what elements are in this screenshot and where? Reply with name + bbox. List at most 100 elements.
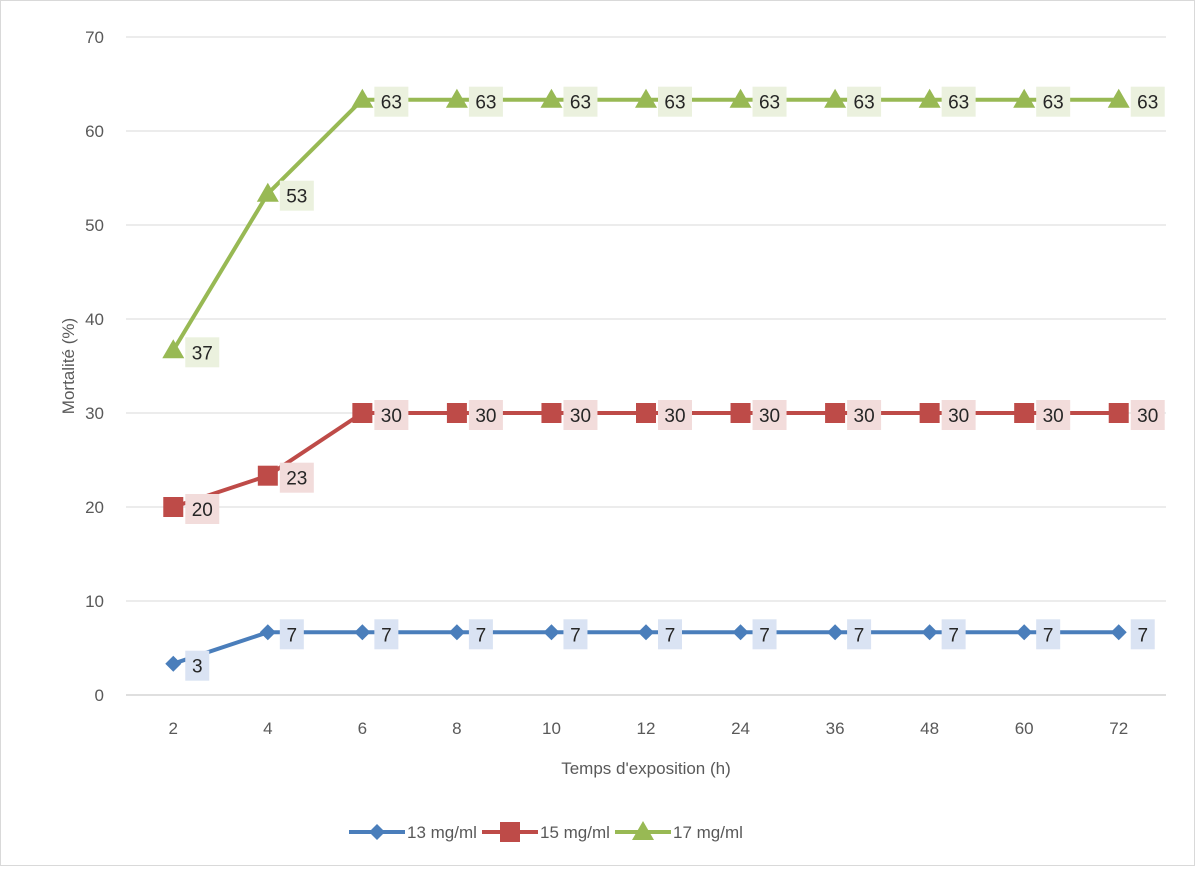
data-label-text: 63 — [948, 93, 969, 114]
data-label-text: 7 — [476, 625, 487, 646]
data-label-bg — [374, 86, 409, 117]
data-label: 63 — [1130, 86, 1165, 117]
data-label-bg — [279, 619, 304, 650]
x-tick-label: 24 — [731, 719, 750, 738]
data-label: 3 — [185, 650, 210, 681]
data-point — [354, 624, 371, 641]
data-point — [918, 88, 941, 108]
x-tick-label: 60 — [1015, 719, 1034, 738]
data-label-text: 63 — [854, 93, 875, 114]
data-label: 30 — [658, 400, 692, 430]
data-label-text: 37 — [192, 343, 213, 364]
data-point — [638, 624, 654, 641]
data-label-text: 53 — [286, 187, 307, 208]
data-point — [446, 403, 467, 423]
data-label-text: 7 — [1137, 625, 1148, 646]
data-label: 7 — [752, 619, 777, 650]
data-label-bg — [658, 86, 692, 117]
data-label-text: 30 — [759, 406, 780, 427]
data-point — [919, 403, 940, 423]
data-point — [162, 339, 185, 359]
data-label-text: 23 — [286, 469, 307, 490]
data-label-text: 63 — [381, 93, 402, 114]
data-label-text: 7 — [854, 625, 865, 646]
data-point — [445, 88, 468, 108]
data-label: 30 — [374, 400, 409, 430]
data-label: 7 — [847, 619, 872, 650]
data-label: 63 — [941, 86, 976, 117]
y-tick-label: 0 — [95, 686, 104, 705]
data-label-bg — [374, 619, 399, 650]
data-point — [543, 624, 560, 641]
data-point — [921, 624, 938, 641]
y-axis-title: Mortalité (%) — [59, 318, 78, 414]
y-tick-label: 70 — [85, 28, 104, 47]
series-13 — [165, 624, 1127, 672]
gridlines — [126, 36, 1166, 696]
data-label: 30 — [847, 400, 882, 430]
data-label: 37 — [185, 337, 220, 368]
data-label-bg — [847, 619, 872, 650]
data-label-text: 3 — [192, 657, 203, 678]
data-label-text: 7 — [665, 625, 676, 646]
data-point — [825, 403, 846, 423]
legend-label: 17 mg/ml — [673, 823, 743, 842]
data-label-text: 30 — [381, 406, 402, 427]
data-point — [729, 88, 752, 108]
data-label: 7 — [1130, 619, 1155, 650]
x-tick-label: 2 — [169, 719, 178, 738]
data-label-bg — [847, 400, 882, 430]
y-tick-label: 50 — [85, 216, 104, 235]
x-tick-label: 36 — [826, 719, 845, 738]
legend-marker — [632, 821, 654, 840]
data-label-text: 63 — [759, 93, 780, 114]
data-label-text: 63 — [1043, 93, 1064, 114]
y-tick-label: 20 — [85, 498, 104, 517]
data-label-bg — [1036, 619, 1061, 650]
x-tick-label: 48 — [920, 719, 939, 738]
data-label: 30 — [563, 400, 598, 430]
data-label-text: 63 — [1137, 93, 1158, 114]
data-label-bg — [1036, 86, 1071, 117]
data-point — [1014, 403, 1035, 423]
legend: 13 mg/ml 15 mg/ml 17 mg/ml — [349, 821, 743, 842]
data-point — [824, 88, 847, 108]
data-label-text: 7 — [381, 625, 392, 646]
data-label: 63 — [752, 86, 787, 117]
data-label-bg — [1036, 400, 1071, 430]
data-point — [448, 624, 465, 641]
data-label-text: 7 — [948, 625, 959, 646]
data-label-text: 30 — [948, 406, 969, 427]
data-point — [1110, 624, 1127, 641]
y-tick-label: 10 — [85, 592, 104, 611]
data-label-bg — [563, 400, 598, 430]
data-label-bg — [374, 400, 409, 430]
data-label-bg — [468, 400, 503, 430]
series-17 — [162, 88, 1130, 359]
data-label: 63 — [847, 86, 882, 117]
data-point — [1107, 88, 1130, 108]
legend-marker — [500, 822, 520, 842]
legend-marker — [369, 824, 385, 840]
data-label-bg — [847, 86, 882, 117]
data-label: 23 — [279, 462, 314, 493]
data-label: 30 — [1036, 400, 1071, 430]
legend-item-17: 17 mg/ml — [615, 821, 743, 842]
y-axis-ticks: 0 10 20 30 40 50 60 70 — [85, 28, 104, 705]
data-label-bg — [658, 400, 692, 430]
data-label-bg — [752, 400, 787, 430]
data-label-bg — [563, 619, 588, 650]
data-label: 63 — [563, 86, 598, 117]
x-tick-label: 12 — [637, 719, 656, 738]
data-label-bg — [185, 650, 210, 681]
data-label-bg — [185, 494, 220, 524]
data-label-bg — [563, 86, 598, 117]
series-15 — [163, 403, 1129, 517]
data-label: 63 — [1036, 86, 1071, 117]
data-label: 7 — [941, 619, 966, 650]
data-label-bg — [468, 619, 493, 650]
legend-item-15: 15 mg/ml — [482, 822, 610, 842]
data-label: 63 — [468, 86, 503, 117]
data-label-text: 63 — [664, 93, 685, 114]
data-label-text: 7 — [287, 625, 298, 646]
